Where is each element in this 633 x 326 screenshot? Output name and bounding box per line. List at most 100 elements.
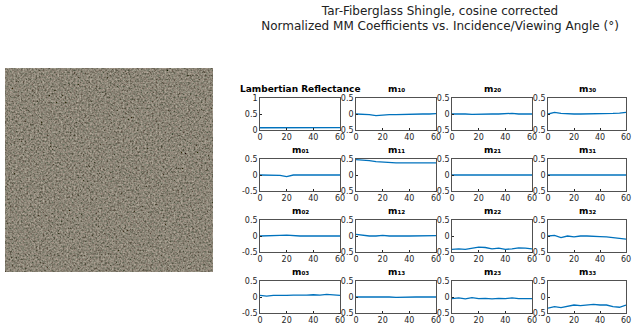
svg-text:0.5: 0.5 [533,277,546,286]
svg-text:20: 20 [378,133,388,142]
svg-text:20: 20 [282,316,292,325]
svg-text:40: 40 [404,133,414,142]
svg-text:60: 60 [527,255,537,264]
svg-text:40: 40 [404,194,414,203]
svg-text:60: 60 [431,255,441,264]
svg-text:20: 20 [569,194,579,203]
svg-text:60: 60 [335,194,345,203]
svg-text:40: 40 [404,255,414,264]
svg-text:20: 20 [474,194,484,203]
svg-text:60: 60 [431,316,441,325]
svg-text:0.5: 0.5 [245,155,258,164]
svg-text:60: 60 [335,255,345,264]
svg-text:0.5: 0.5 [533,94,546,103]
svg-text:0: 0 [253,232,258,241]
svg-text:20: 20 [378,255,388,264]
svg-text:0: 0 [349,171,354,180]
svg-text:Lambertian Reflectance: Lambertian Reflectance [240,84,361,94]
svg-text:0: 0 [253,126,258,135]
svg-text:0.5: 0.5 [245,277,258,286]
svg-text:0: 0 [257,133,262,142]
svg-text:-0.5: -0.5 [434,309,450,318]
svg-text:-0.5: -0.5 [434,187,450,196]
svg-text:m₃₀: m₃₀ [579,84,596,94]
svg-text:60: 60 [621,316,631,325]
svg-text:0: 0 [545,255,550,264]
svg-text:0: 0 [353,255,358,264]
svg-text:0: 0 [257,255,262,264]
svg-text:40: 40 [308,255,318,264]
svg-text:-0.5: -0.5 [434,248,450,257]
svg-text:0: 0 [349,110,354,119]
svg-text:20: 20 [378,194,388,203]
svg-text:0: 0 [545,133,550,142]
svg-text:20: 20 [569,255,579,264]
svg-text:0: 0 [353,194,358,203]
svg-text:0: 0 [449,316,454,325]
svg-text:0.5: 0.5 [533,216,546,225]
svg-text:60: 60 [621,255,631,264]
svg-text:0: 0 [541,293,546,302]
svg-text:0.5: 0.5 [341,155,354,164]
svg-text:0: 0 [541,110,546,119]
svg-text:-0.5: -0.5 [242,309,258,318]
svg-text:m₀₂: m₀₂ [292,206,309,216]
svg-text:m₂₃: m₂₃ [484,267,501,277]
svg-text:-0.5: -0.5 [530,187,546,196]
svg-text:60: 60 [527,133,537,142]
svg-text:60: 60 [527,194,537,203]
svg-text:-0.5: -0.5 [338,187,354,196]
svg-text:60: 60 [431,133,441,142]
svg-text:0: 0 [349,232,354,241]
svg-text:0.5: 0.5 [341,277,354,286]
svg-text:0: 0 [445,110,450,119]
svg-text:0.5: 0.5 [533,155,546,164]
svg-text:20: 20 [474,133,484,142]
svg-text:-0.5: -0.5 [338,248,354,257]
svg-text:0: 0 [449,133,454,142]
svg-text:0.5: 0.5 [245,110,258,119]
svg-text:0.5: 0.5 [437,155,450,164]
svg-text:m₀₃: m₀₃ [292,267,309,277]
svg-text:60: 60 [621,133,631,142]
svg-text:0.5: 0.5 [437,277,450,286]
svg-text:20: 20 [282,194,292,203]
svg-text:20: 20 [378,316,388,325]
svg-text:m₂₀: m₂₀ [484,84,501,94]
svg-text:0: 0 [257,316,262,325]
svg-text:0: 0 [353,133,358,142]
svg-text:-0.5: -0.5 [338,309,354,318]
svg-text:m₀₁: m₀₁ [292,145,309,155]
svg-text:60: 60 [527,316,537,325]
svg-text:m₃₃: m₃₃ [579,267,596,277]
svg-text:-0.5: -0.5 [242,187,258,196]
svg-text:m₂₁: m₂₁ [484,145,501,155]
svg-text:60: 60 [335,133,345,142]
svg-text:m₂₂: m₂₂ [484,206,501,216]
svg-text:40: 40 [595,316,605,325]
svg-text:40: 40 [500,194,510,203]
svg-text:m₁₃: m₁₃ [388,267,405,277]
svg-text:-0.5: -0.5 [434,126,450,135]
svg-text:20: 20 [474,255,484,264]
svg-text:0: 0 [445,171,450,180]
svg-text:40: 40 [308,133,318,142]
svg-text:40: 40 [595,194,605,203]
svg-text:Tar-Fiberglass Shingle, cosine: Tar-Fiberglass Shingle, cosine corrected… [261,4,619,34]
svg-text:0.5: 0.5 [437,94,450,103]
svg-text:0: 0 [349,293,354,302]
svg-text:20: 20 [282,255,292,264]
svg-text:0: 0 [257,194,262,203]
svg-text:m₃₂: m₃₂ [579,206,596,216]
svg-text:-0.5: -0.5 [530,309,546,318]
svg-text:0.5: 0.5 [437,216,450,225]
svg-text:0: 0 [449,194,454,203]
svg-text:40: 40 [308,194,318,203]
svg-text:0: 0 [541,232,546,241]
svg-text:0.5: 0.5 [341,216,354,225]
svg-text:m₃₁: m₃₁ [579,145,596,155]
svg-text:-0.5: -0.5 [530,248,546,257]
svg-text:-0.5: -0.5 [338,126,354,135]
svg-text:20: 20 [282,133,292,142]
svg-text:60: 60 [335,316,345,325]
